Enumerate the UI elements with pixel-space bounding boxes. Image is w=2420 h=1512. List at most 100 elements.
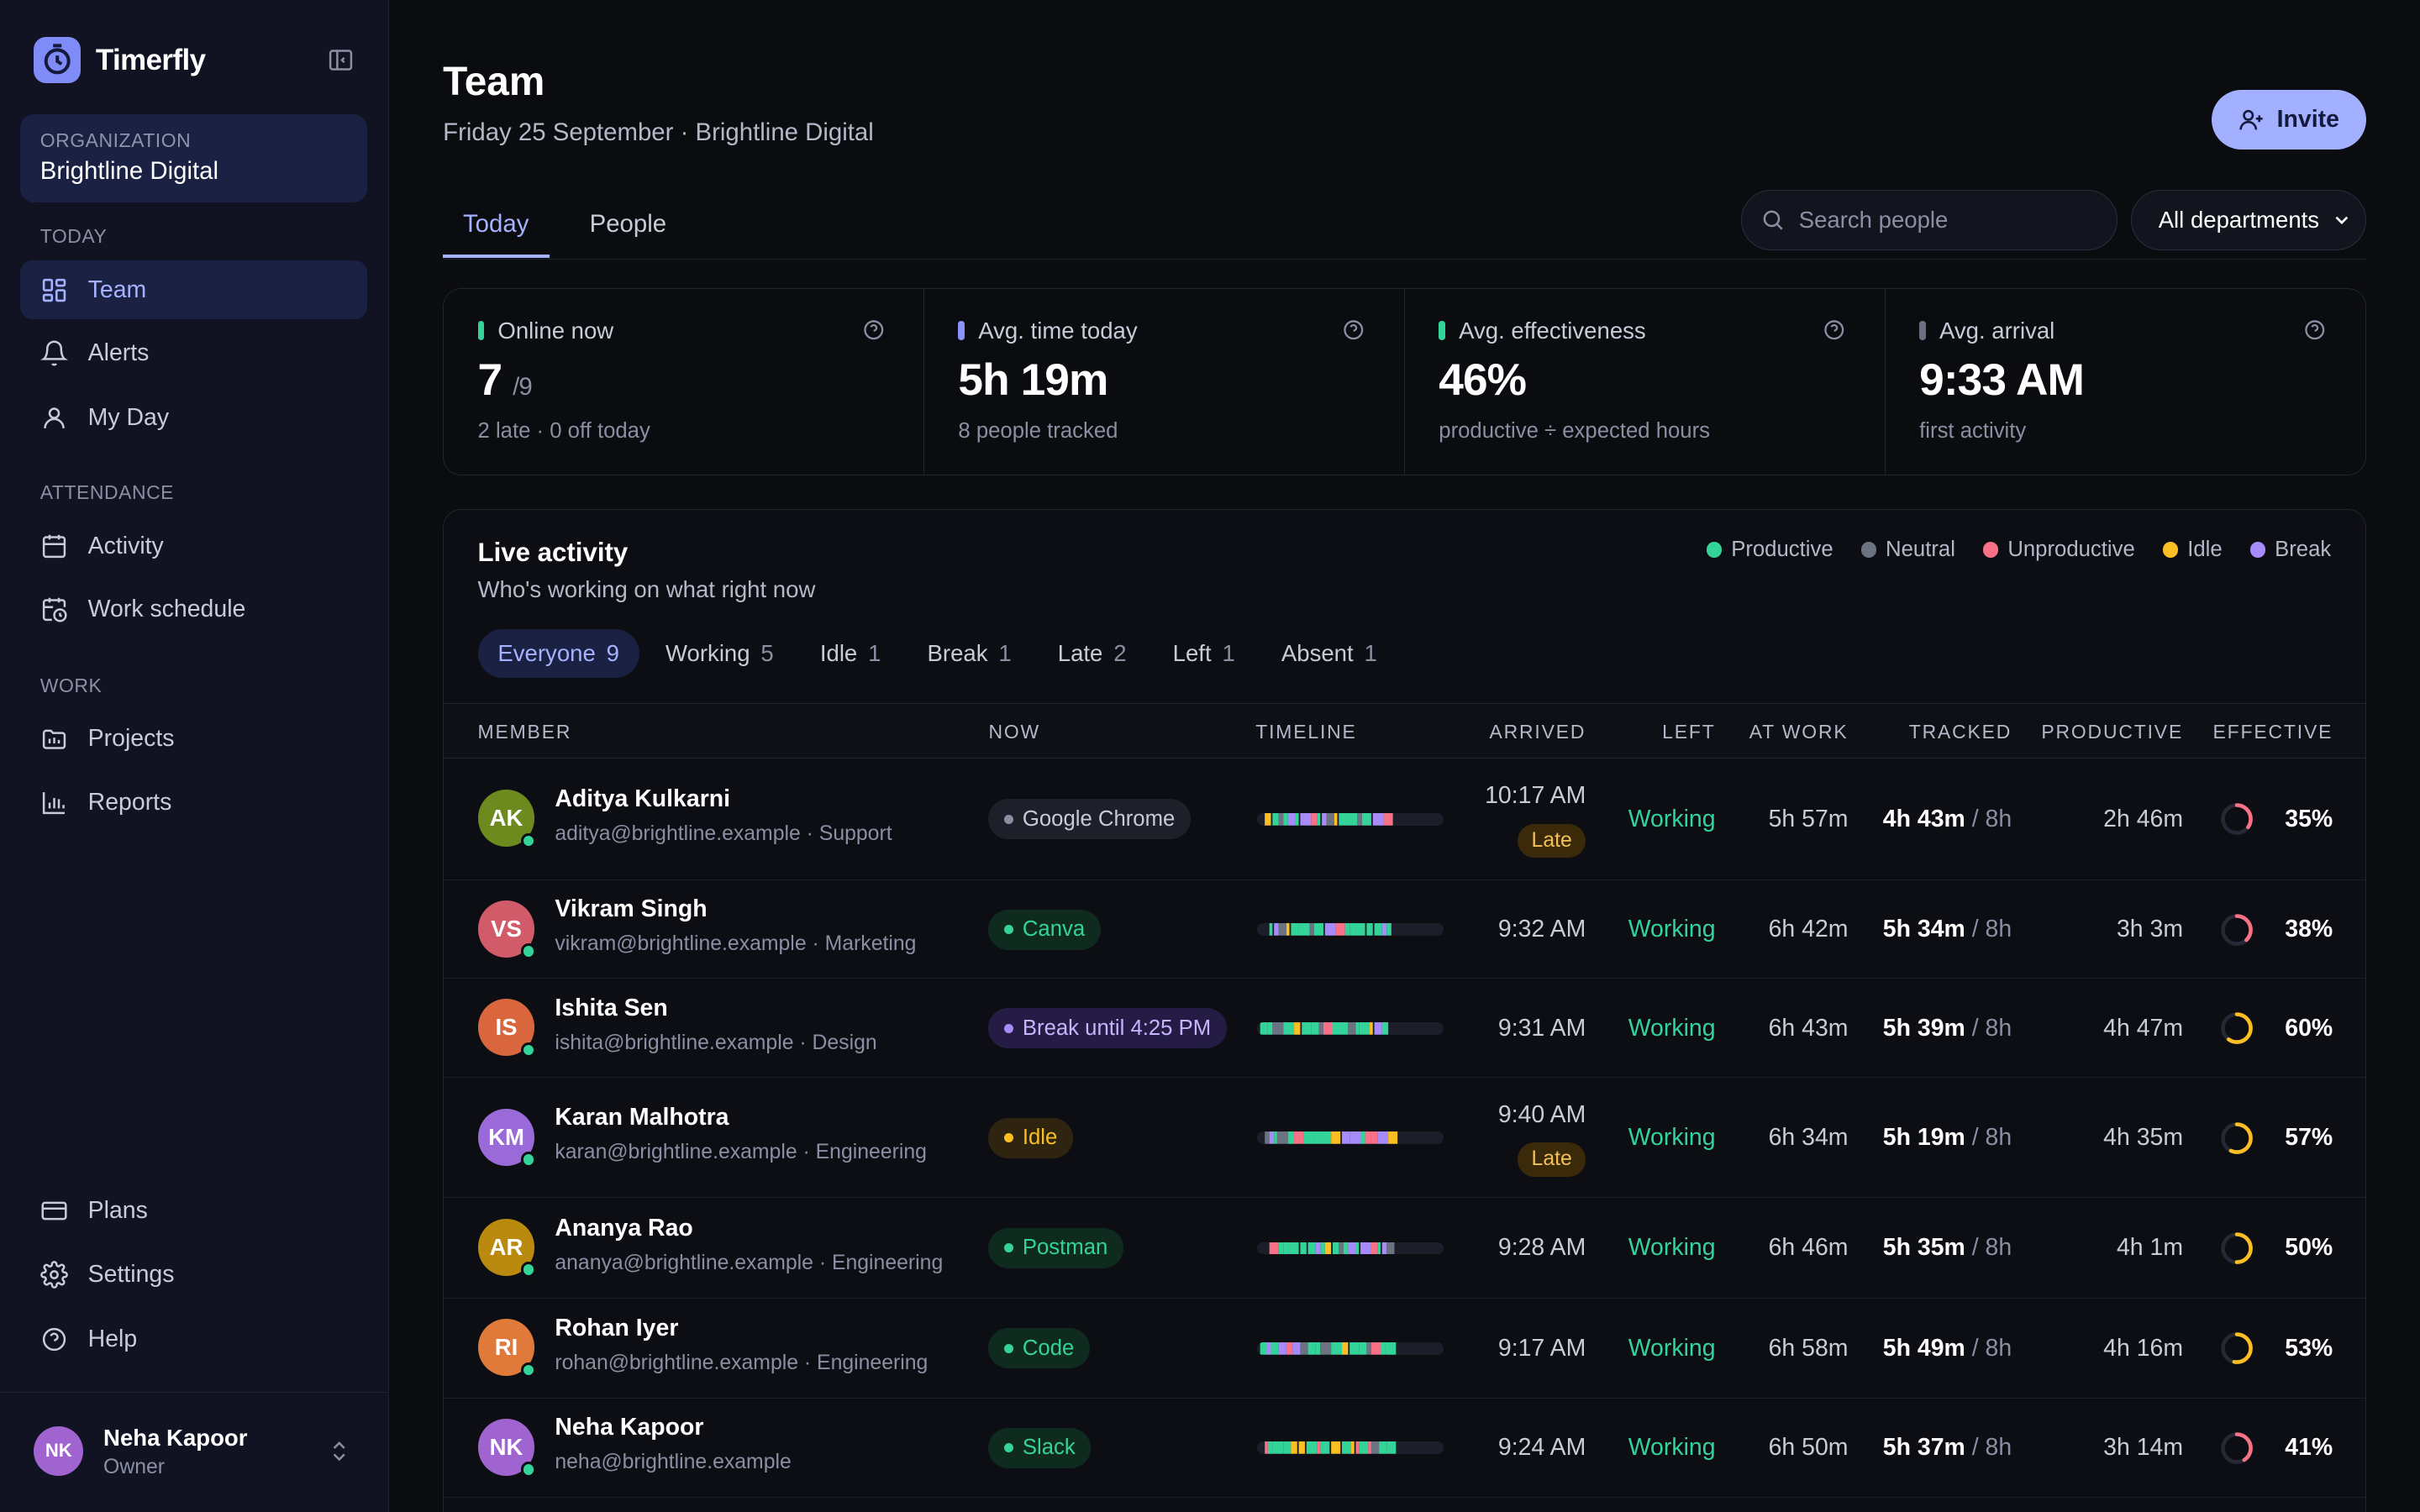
activity-timeline[interactable] xyxy=(1257,923,1444,937)
tracked-separator xyxy=(1965,1434,1972,1461)
sidebar-item-my-day[interactable]: My Day xyxy=(20,389,367,448)
sidebar-item-plans[interactable]: Plans xyxy=(20,1182,367,1241)
bell-icon xyxy=(39,340,68,366)
table-row[interactable]: IS Ishita Sen ishita@brightline.example · … xyxy=(444,979,2365,1078)
status-filter-bar: Everyone 9 Working 5 Idle 1 Break 1 Late 2 Left 1 Ab… xyxy=(477,628,1397,679)
column-header-arrived[interactable]: ARRIVED xyxy=(1489,720,1586,743)
invite-button[interactable]: Invite xyxy=(2211,89,2366,150)
timeline-segment xyxy=(1324,1242,1332,1255)
timeline-segment xyxy=(1320,1441,1324,1455)
activity-timeline[interactable] xyxy=(1257,1342,1444,1355)
column-header-now[interactable]: NOW xyxy=(988,720,1041,743)
timeline-segment xyxy=(1365,1131,1371,1144)
timeline-segment xyxy=(1370,1441,1380,1455)
column-header-timeline[interactable]: TIMELINE xyxy=(1255,720,1357,743)
table-row[interactable]: AR Ananya Rao ananya@brightline.example · … xyxy=(444,1198,2365,1299)
timeline-segment xyxy=(1294,1021,1301,1035)
search-box[interactable] xyxy=(1740,189,2118,250)
timeline-segment xyxy=(1377,1242,1381,1255)
sidebar-item-help[interactable]: Help xyxy=(20,1310,367,1368)
timeline-segment xyxy=(1260,1021,1268,1035)
sidebar-item-reports[interactable]: Reports xyxy=(20,773,367,832)
filter-chip-absent[interactable]: Absent 1 xyxy=(1261,629,1397,679)
filter-chip-late[interactable]: Late 2 xyxy=(1038,629,1147,679)
sidebar-item-alerts[interactable]: Alerts xyxy=(20,324,367,383)
table-row[interactable]: NK Neha Kapoor neha@brightline.example Slac… xyxy=(444,1399,2365,1498)
tracked-target: / 8h xyxy=(1971,1434,2012,1462)
tracked-value: 5h 37m xyxy=(1882,1434,1965,1462)
sidebar-toggle-icon[interactable] xyxy=(327,46,355,74)
filter-chip-working[interactable]: Working 5 xyxy=(645,629,793,679)
timeline-segment xyxy=(1331,1342,1343,1355)
timeline-segment xyxy=(1287,1131,1295,1144)
tracked-duration: 5h 34m / 8h xyxy=(1883,916,2012,943)
current-activity-label: Break until 4:25 PM xyxy=(1022,1016,1212,1040)
filter-chip-left[interactable]: Left 1 xyxy=(1153,629,1255,679)
tab-people[interactable]: People xyxy=(589,209,667,238)
table-row[interactable]: KM Karan Malhotra karan@brightline.example… xyxy=(444,1078,2365,1199)
organization-switcher[interactable]: ORGANIZATION Brightline Digital xyxy=(19,113,368,202)
member-name[interactable]: Karan Malhotra xyxy=(555,1104,729,1131)
tab-today[interactable]: Today xyxy=(463,209,529,238)
activity-timeline[interactable] xyxy=(1257,1021,1444,1035)
filter-chip-idle[interactable]: Idle 1 xyxy=(800,629,901,679)
user-menu[interactable]: NK Neha Kapoor Owner xyxy=(0,1391,387,1512)
table-row[interactable]: VS Vikram Singh vikram@brightline.example … xyxy=(444,880,2365,979)
status-dot xyxy=(1003,925,1013,935)
timeline-segment xyxy=(1302,1021,1312,1035)
member-name[interactable]: Ananya Rao xyxy=(555,1214,693,1242)
stat-avg-time: Avg. time today 5h 19m 8 people tracked xyxy=(924,289,1405,475)
help-circle-icon[interactable] xyxy=(862,318,886,342)
timeline-segment xyxy=(1342,1342,1349,1355)
sidebar-item-settings[interactable]: Settings xyxy=(20,1245,367,1304)
filter-chip-label: Working xyxy=(666,639,750,666)
member-name[interactable]: Neha Kapoor xyxy=(555,1414,704,1441)
department-select-value: All departments xyxy=(2158,206,2320,233)
help-circle-icon[interactable] xyxy=(1823,318,1846,342)
column-header-member[interactable]: MEMBER xyxy=(477,720,572,743)
table-row[interactable]: AK Aditya Kulkarni aditya@brightline.examp… xyxy=(444,759,2365,880)
tracked-value: 4h 43m xyxy=(1882,805,1965,832)
column-header-tracked[interactable]: TRACKED xyxy=(1908,720,2012,743)
member-name[interactable]: Ishita Sen xyxy=(555,994,668,1021)
timeline-segment xyxy=(1348,1021,1356,1035)
effectiveness-ring xyxy=(2221,1232,2254,1264)
timeline-segment xyxy=(1269,923,1273,937)
help-circle-icon[interactable] xyxy=(1342,318,1365,342)
filter-chip-break[interactable]: Break 1 xyxy=(908,629,1032,679)
timeline-segment xyxy=(1291,1441,1297,1455)
column-header-productive[interactable]: PRODUCTIVE xyxy=(2041,720,2184,743)
online-indicator xyxy=(520,1042,537,1058)
brand[interactable]: Timerfly xyxy=(34,37,206,84)
tracked-value: 5h 35m xyxy=(1882,1234,1965,1262)
current-activity-label: Code xyxy=(1022,1336,1075,1360)
left-status: Working xyxy=(1628,805,1716,832)
sidebar-item-team[interactable]: Team xyxy=(19,260,368,320)
search-input[interactable] xyxy=(1798,206,2092,234)
column-header-at-work[interactable]: AT WORK xyxy=(1749,720,1849,743)
sidebar-item-projects[interactable]: Projects xyxy=(20,710,367,769)
grid-icon xyxy=(42,278,66,302)
column-header-left[interactable]: LEFT xyxy=(1662,720,1716,743)
activity-timeline[interactable] xyxy=(1257,1131,1444,1144)
member-name[interactable]: Vikram Singh xyxy=(555,895,708,923)
tracked-duration: 5h 49m / 8h xyxy=(1883,1335,2012,1362)
table-row[interactable]: RI Rohan Iyer rohan@brightline.example · E… xyxy=(444,1299,2365,1399)
help-circle-icon[interactable] xyxy=(2303,318,2327,342)
member-name[interactable]: Rohan Iyer xyxy=(555,1314,679,1341)
effectiveness-value: 38% xyxy=(2285,916,2333,943)
activity-timeline[interactable] xyxy=(1257,1242,1444,1255)
timeline-segment xyxy=(1355,923,1365,937)
activity-timeline[interactable] xyxy=(1257,813,1444,826)
department-select[interactable]: All departments xyxy=(2131,189,2366,250)
tracked-separator xyxy=(1965,806,1972,832)
timeline-segment xyxy=(1260,1342,1267,1355)
sidebar-item-activity[interactable]: Activity xyxy=(20,517,367,575)
activity-timeline[interactable] xyxy=(1257,1441,1444,1455)
sidebar-item-work-schedule[interactable]: Work schedule xyxy=(20,580,367,639)
member-name[interactable]: Aditya Kulkarni xyxy=(555,785,731,812)
column-header-effective[interactable]: EFFECTIVE xyxy=(2212,720,2333,743)
current-activity-badge: Idle xyxy=(988,1117,1073,1158)
filter-chip-everyone[interactable]: Everyone 9 xyxy=(477,628,639,679)
current-activity-badge: Code xyxy=(988,1328,1090,1369)
